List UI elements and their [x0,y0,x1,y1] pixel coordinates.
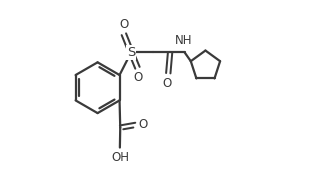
Text: NH: NH [175,34,192,47]
Text: O: O [163,77,172,90]
Text: S: S [127,46,135,59]
Text: O: O [119,18,129,31]
Text: O: O [138,118,147,131]
Text: OH: OH [111,151,129,164]
Text: O: O [134,71,143,84]
